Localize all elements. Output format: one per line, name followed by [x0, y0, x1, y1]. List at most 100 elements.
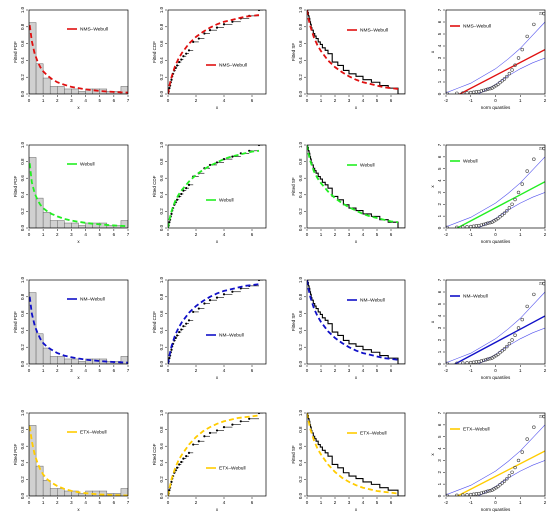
- y-tick-label: 0.0: [20, 360, 25, 367]
- y-tick-label: 5: [437, 167, 442, 170]
- ecdf-point: [170, 480, 173, 483]
- y-tick-label: 0.4: [298, 57, 303, 64]
- qq-point: [532, 292, 536, 297]
- y-tick-label: 0.4: [159, 459, 164, 466]
- y-tick-label: 3: [437, 191, 442, 194]
- qq-point: [505, 74, 509, 79]
- ecdf-point: [176, 64, 179, 67]
- y-tick-label: 0.6: [298, 443, 303, 450]
- qq-point: [461, 91, 465, 94]
- plot-frame: [445, 144, 546, 229]
- qq-point: [510, 202, 514, 206]
- qq-point: [479, 223, 484, 227]
- qq-point: [481, 490, 486, 495]
- x-tick-label: 6: [251, 368, 254, 373]
- plot-frame: [167, 279, 267, 365]
- plot-frame: [28, 144, 129, 229]
- ecdf-point: [185, 322, 188, 325]
- histogram-bar: [42, 347, 51, 364]
- x-tick-label: 5: [376, 500, 379, 505]
- y-tick-label: 0.0: [20, 492, 25, 499]
- qq-point: [502, 479, 507, 483]
- x-tick-label: 2: [195, 500, 198, 505]
- x-axis-label: x: [216, 375, 219, 380]
- legend-label: Webull: [80, 162, 95, 168]
- qq-point: [500, 213, 504, 217]
- plot-area: [168, 280, 264, 364]
- y-axis-label: Fitted PDF: [13, 41, 18, 63]
- plot-frame: [306, 412, 406, 497]
- histogram-bar: [57, 488, 65, 496]
- legend-label: NMS–Webull: [463, 24, 491, 30]
- x-tick-label: 6: [251, 232, 254, 237]
- legend: Webull: [347, 163, 375, 169]
- y-tick-label: 0.6: [159, 443, 164, 450]
- y-tick-label: 0.4: [20, 327, 25, 334]
- x-axis-label: x: [216, 105, 219, 110]
- ecdf-point: [239, 152, 242, 155]
- legend-label: ETX–Webull: [463, 427, 490, 433]
- qq-point: [486, 87, 490, 91]
- histogram-bar: [35, 63, 44, 94]
- y-tick-label: 0.8: [159, 23, 164, 30]
- x-axis-label: x: [77, 239, 80, 244]
- qq-point: [507, 206, 512, 210]
- x-axis-label: x: [77, 507, 80, 512]
- legend: NMS–Webull: [67, 27, 108, 33]
- y-tick-label: 0.2: [20, 74, 25, 81]
- x-tick-label: 6: [251, 98, 254, 103]
- outlier-label: 23: [539, 414, 544, 419]
- y-tick-label: 0.6: [298, 40, 303, 47]
- y-tick-label: 1.0: [159, 141, 164, 148]
- ecdf-point: [180, 58, 183, 61]
- y-axis-label: Fitted CDF: [152, 311, 157, 333]
- qq-point: [525, 34, 529, 39]
- x-tick-label: 3: [70, 98, 73, 103]
- qq-point: [484, 490, 488, 494]
- qq-point: [507, 341, 512, 346]
- ecdf-point: [208, 431, 212, 435]
- y-tick-label: 1.0: [20, 6, 25, 13]
- x-tick-label: 3: [348, 98, 351, 103]
- y-tick-label: 0.4: [159, 327, 164, 334]
- qq-point: [446, 361, 449, 364]
- plot-area: [446, 414, 545, 496]
- qq-point: [488, 488, 492, 493]
- x-tick-label: 5: [376, 98, 379, 103]
- legend-label: NMS–Webull: [80, 27, 108, 33]
- qq-point: [532, 22, 536, 27]
- qq-point: [505, 477, 509, 481]
- y-tick-label: 0.6: [159, 40, 164, 47]
- qq-point: [513, 197, 517, 202]
- y-axis-label: Fitted PDF: [13, 311, 18, 333]
- x-tick-label: 5: [98, 500, 101, 505]
- x-tick-label: 1: [519, 368, 522, 373]
- histogram-bar: [64, 222, 72, 228]
- x-tick-label: 4: [223, 232, 226, 237]
- y-tick-label: 0.6: [298, 310, 303, 317]
- x-tick-label: 0: [28, 232, 31, 237]
- ecdf-point: [187, 183, 191, 186]
- y-tick-label: 7: [437, 411, 442, 414]
- fitted-curve: [168, 149, 260, 228]
- x-tick-label: 0: [306, 368, 309, 373]
- y-tick-label: 3: [437, 326, 442, 329]
- qq-point: [496, 82, 500, 87]
- y-tick-label: 1: [437, 214, 442, 217]
- histogram-bar: [64, 490, 72, 496]
- y-tick-label: 0.2: [298, 208, 303, 215]
- histogram-bar: [71, 222, 79, 228]
- qq-point: [472, 492, 476, 496]
- qq-point: [532, 425, 536, 429]
- fitted-curve: [168, 414, 260, 496]
- qq-point: [472, 224, 476, 228]
- ecdf-point: [203, 302, 206, 305]
- x-tick-label: 0: [28, 98, 31, 103]
- ecdf-point: [208, 299, 212, 302]
- y-tick-label: 6: [437, 20, 442, 23]
- qq-point: [498, 350, 502, 355]
- qq-point: [520, 47, 524, 52]
- ecdf-point: [215, 161, 219, 164]
- qq-point: [455, 493, 459, 496]
- x-tick-label: 2: [544, 500, 547, 505]
